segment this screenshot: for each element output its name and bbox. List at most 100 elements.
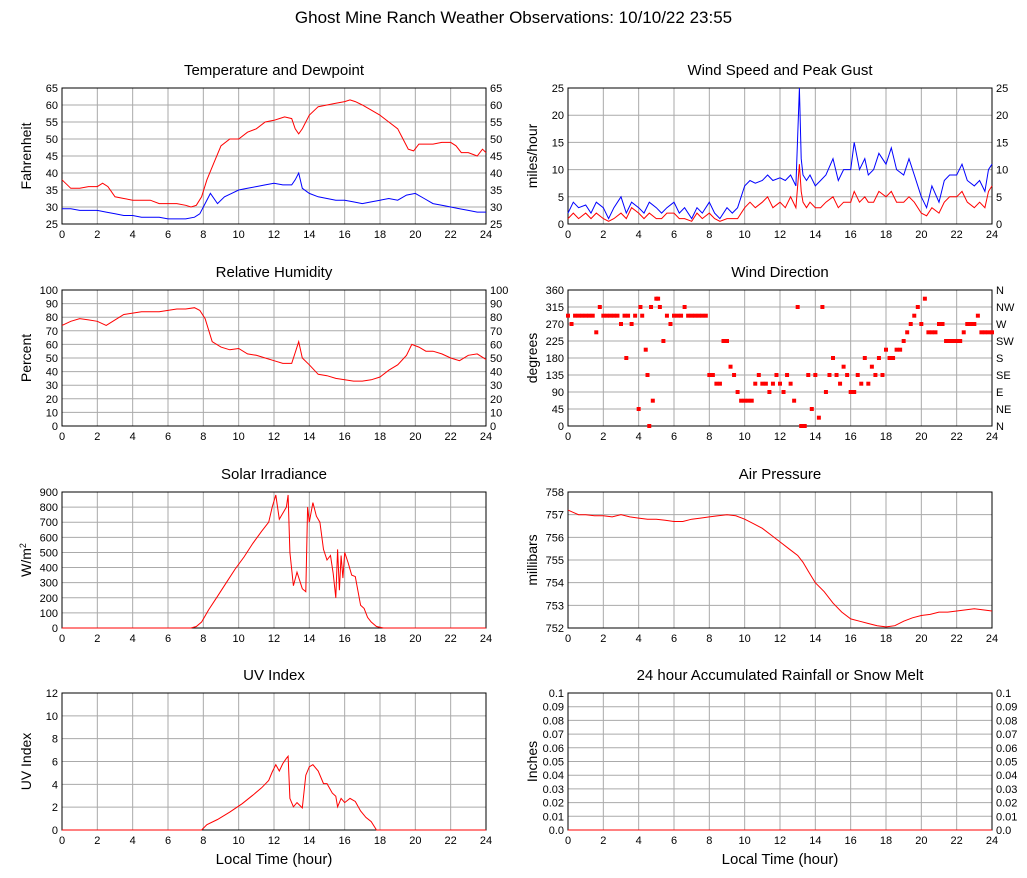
x-tick-label: 24	[480, 431, 492, 443]
data-point	[569, 322, 574, 326]
data-point	[594, 330, 599, 335]
y-tick-label: 30	[46, 380, 58, 392]
data-point	[859, 381, 864, 386]
data-point	[689, 313, 694, 318]
y-tick-label: 4	[52, 779, 58, 791]
y-tick-label: 0.0	[549, 825, 564, 837]
page-title: Ghost Mine Ranch Weather Observations: 1…	[294, 8, 733, 27]
x-tick-label: 18	[880, 835, 892, 847]
x-tick-label: 12	[268, 229, 280, 241]
data-point	[940, 322, 945, 326]
x-tick-label: 6	[671, 431, 677, 443]
right-tick-label: 0.01	[996, 811, 1017, 823]
y-axis-label-superscript: 2	[18, 543, 28, 548]
x-tick-label: 6	[165, 431, 171, 443]
x-tick-label: 10	[739, 835, 751, 847]
chart-title: 24 hour Accumulated Rainfall or Snow Mel…	[637, 667, 925, 684]
right-tick-label: SW	[996, 336, 1014, 348]
x-tick-label: 0	[59, 633, 65, 645]
y-tick-label: 270	[546, 319, 564, 331]
data-point	[608, 313, 613, 318]
y-tick-label: 752	[546, 623, 564, 635]
data-point	[947, 339, 952, 343]
y-tick-label: 6	[52, 757, 58, 769]
data-point	[710, 373, 715, 377]
right-tick-label: 25	[490, 219, 502, 231]
data-point	[650, 398, 655, 403]
data-point	[739, 398, 744, 403]
y-tick-label: 200	[40, 593, 58, 605]
data-point	[968, 322, 973, 326]
x-tick-label: 8	[200, 431, 206, 443]
right-tick-label: 40	[490, 367, 502, 379]
right-tick-label: 30	[490, 202, 502, 214]
data-point	[700, 313, 705, 318]
data-point	[626, 313, 631, 318]
chart-title: Temperature and Dewpoint	[184, 62, 365, 79]
y-tick-label: 50	[46, 353, 58, 365]
y-tick-label: 10	[552, 165, 564, 177]
data-point	[802, 424, 807, 428]
x-tick-label: 24	[480, 633, 492, 645]
x-tick-label: 2	[94, 431, 100, 443]
data-point	[629, 322, 634, 326]
right-tick-label: 0.03	[996, 784, 1017, 796]
y-tick-label: 300	[40, 578, 58, 590]
data-point	[979, 330, 984, 335]
data-point	[647, 424, 652, 428]
data-point	[717, 381, 722, 386]
data-point	[645, 373, 650, 377]
right-tick-label: 45	[490, 151, 502, 163]
data-point	[597, 305, 602, 309]
data-point	[760, 381, 765, 386]
data-point	[763, 381, 768, 386]
chart-pressure: 0 2 4 6 8 10 12 14 16 18 20 22 247527537547557567577…	[524, 466, 998, 645]
y-tick-label: 15	[552, 137, 564, 149]
data-point	[990, 330, 994, 335]
y-tick-label: 700	[40, 517, 58, 529]
x-tick-label: 12	[268, 431, 280, 443]
right-tick-label: 0.07	[996, 729, 1017, 741]
x-tick-label: 16	[845, 229, 857, 241]
data-point	[622, 313, 627, 318]
y-tick-label: 55	[46, 117, 58, 129]
right-tick-label: 65	[490, 83, 502, 95]
plot-frame	[567, 491, 993, 629]
data-point	[781, 390, 786, 394]
y-tick-label: 70	[46, 326, 58, 338]
y-tick-label: 0.07	[543, 729, 564, 741]
y-tick-label: 500	[40, 547, 58, 559]
data-point	[774, 373, 779, 377]
data-point	[767, 390, 772, 394]
x-tick-label: 22	[445, 633, 457, 645]
data-point	[611, 313, 616, 318]
y-tick-label: 757	[546, 510, 564, 522]
y-tick-label: 100	[40, 608, 58, 620]
data-point	[816, 415, 821, 420]
x-tick-label: 8	[200, 633, 206, 645]
data-point	[633, 313, 638, 318]
x-tick-label: 2	[600, 835, 606, 847]
data-point	[813, 373, 818, 377]
y-tick-label: 8	[52, 734, 58, 746]
plot-frame	[567, 289, 993, 427]
right-tick-label: 0	[996, 219, 1002, 231]
right-tick-label: 0.02	[996, 798, 1017, 810]
series-line-blue	[62, 171, 486, 220]
right-tick-label: 100	[490, 285, 508, 297]
y-tick-label: 0	[558, 219, 564, 231]
x-tick-label: 24	[986, 229, 998, 241]
data-point	[638, 305, 643, 309]
data-point	[894, 347, 899, 352]
x-tick-label: 4	[130, 229, 136, 241]
x-tick-label: 2	[94, 633, 100, 645]
data-point	[640, 313, 645, 318]
y-tick-label: 65	[46, 83, 58, 95]
data-point	[576, 313, 581, 318]
plot-frame	[61, 289, 487, 427]
data-point	[624, 356, 629, 360]
x-tick-label: 16	[339, 633, 351, 645]
data-point	[873, 373, 878, 377]
x-tick-label: 24	[480, 229, 492, 241]
y-tick-label: 800	[40, 502, 58, 514]
